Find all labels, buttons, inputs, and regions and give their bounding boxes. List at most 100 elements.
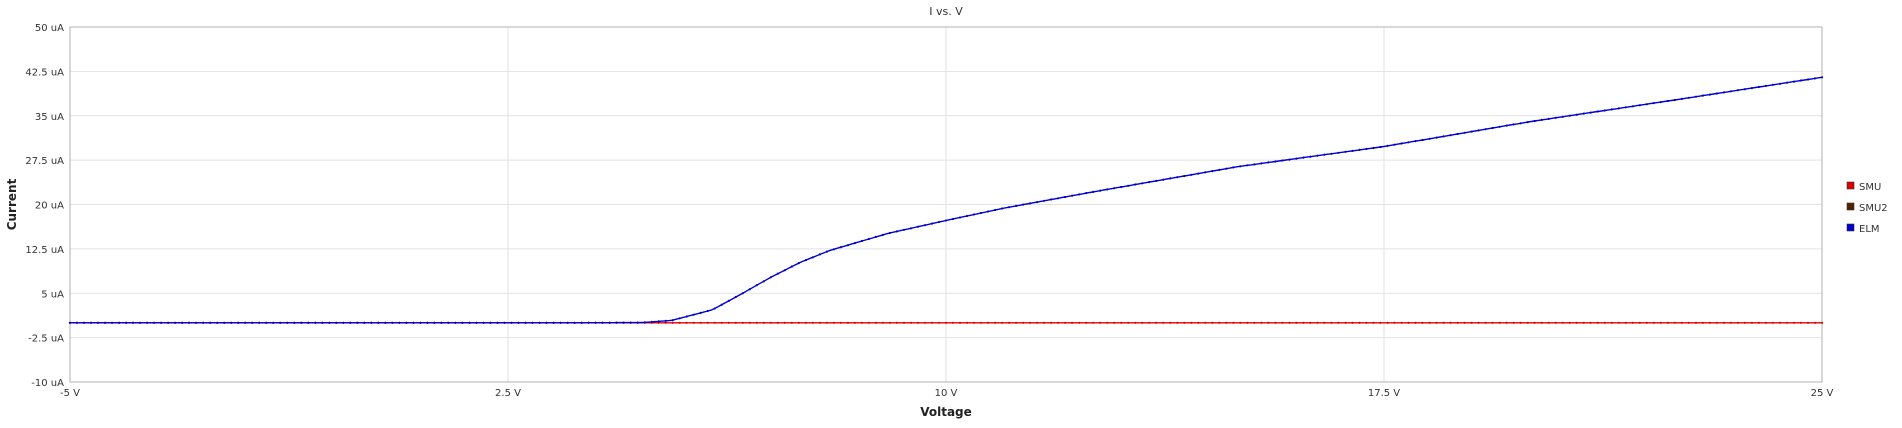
data-point: [1778, 321, 1782, 324]
data-point: [1092, 190, 1095, 193]
legend-swatch: [1846, 181, 1855, 190]
data-point: [1708, 93, 1711, 96]
data-point: [1295, 157, 1298, 160]
data-point: [391, 321, 394, 324]
y-tick-label: -10 uA: [31, 378, 64, 389]
data-point: [1652, 102, 1655, 105]
data-point: [1645, 321, 1648, 324]
data-point: [1176, 321, 1179, 324]
legend-item-elm[interactable]: ELM: [1846, 223, 1880, 235]
data-point: [755, 321, 758, 324]
y-tick-label: 5 uA: [41, 289, 64, 300]
data-point: [832, 321, 836, 324]
data-point: [300, 321, 303, 324]
data-point: [167, 321, 170, 324]
y-tick-label: 50 uA: [35, 23, 64, 34]
data-point: [237, 321, 240, 324]
data-point: [1701, 321, 1704, 324]
data-point: [979, 211, 983, 215]
data-point: [419, 321, 422, 324]
data-point: [1218, 321, 1221, 324]
data-point: [328, 321, 331, 324]
data-point: [1659, 321, 1662, 324]
data-point: [1043, 199, 1046, 202]
data-point: [68, 321, 72, 324]
legend-item-smu2[interactable]: SMU2: [1846, 202, 1888, 214]
data-point: [902, 228, 906, 231]
data-point: [1358, 321, 1361, 324]
data-point: [1288, 321, 1291, 324]
y-tick-label: 20 uA: [35, 201, 64, 212]
legend-item-smu[interactable]: SMU: [1846, 181, 1881, 193]
data-point: [1575, 321, 1578, 324]
data-point: [146, 321, 149, 324]
y-tick-label: 12.5 uA: [25, 245, 64, 256]
data-point: [482, 321, 485, 324]
data-point: [1540, 118, 1543, 121]
data-point: [797, 262, 800, 265]
data-point: [1757, 85, 1760, 89]
data-point: [804, 259, 807, 262]
data-point: [272, 321, 275, 324]
data-point: [1204, 321, 1207, 324]
series-elm: [68, 76, 1824, 324]
data-point: [1162, 321, 1165, 324]
data-point: [1155, 179, 1158, 182]
grid: [69, 26, 1823, 383]
data-point: [1260, 162, 1263, 165]
data-point: [160, 321, 163, 324]
data-point: [489, 321, 492, 324]
data-point: [377, 321, 380, 324]
data-point: [1806, 78, 1810, 81]
data-point: [1386, 321, 1389, 324]
data-point: [1771, 321, 1774, 324]
data-point: [1729, 90, 1732, 93]
data-point: [1141, 182, 1144, 185]
data-point: [1813, 321, 1817, 324]
data-point: [1148, 181, 1151, 184]
data-point: [734, 295, 737, 299]
data-point: [1400, 142, 1403, 145]
data-point: [1491, 126, 1494, 130]
data-point: [209, 321, 212, 324]
data-point: [1449, 134, 1452, 137]
data-point: [1414, 140, 1417, 143]
data-point: [1799, 79, 1803, 82]
data-point: [881, 233, 885, 236]
data-point: [1022, 321, 1025, 324]
data-point: [1694, 95, 1697, 98]
data-point: [944, 321, 948, 324]
data-point: [468, 321, 471, 324]
data-point: [1743, 88, 1746, 91]
data-point: [1134, 321, 1137, 324]
data-point: [1624, 321, 1627, 324]
data-point: [1792, 80, 1796, 83]
data-point: [1547, 321, 1550, 324]
data-point: [664, 321, 667, 324]
data-point: [1449, 321, 1452, 324]
data-point: [832, 248, 836, 251]
data-point: [1603, 321, 1606, 324]
y-tick-label: -2.5 uA: [28, 334, 64, 345]
data-point: [1330, 321, 1333, 324]
data-point: [1057, 321, 1060, 324]
data-point: [1470, 321, 1473, 324]
data-point: [818, 253, 822, 256]
data-point: [685, 315, 688, 318]
series-layer: [68, 76, 1824, 324]
data-point: [524, 321, 527, 324]
data-point: [1792, 321, 1796, 324]
data-point: [1267, 161, 1270, 164]
data-point: [1477, 129, 1480, 132]
data-point: [1379, 145, 1382, 149]
data-point: [1085, 321, 1088, 324]
data-point: [1239, 165, 1242, 168]
data-point: [895, 230, 899, 233]
data-point: [538, 321, 541, 324]
data-point: [706, 321, 709, 324]
data-point: [1533, 119, 1536, 123]
data-point: [1561, 321, 1564, 324]
data-point: [1316, 321, 1319, 324]
